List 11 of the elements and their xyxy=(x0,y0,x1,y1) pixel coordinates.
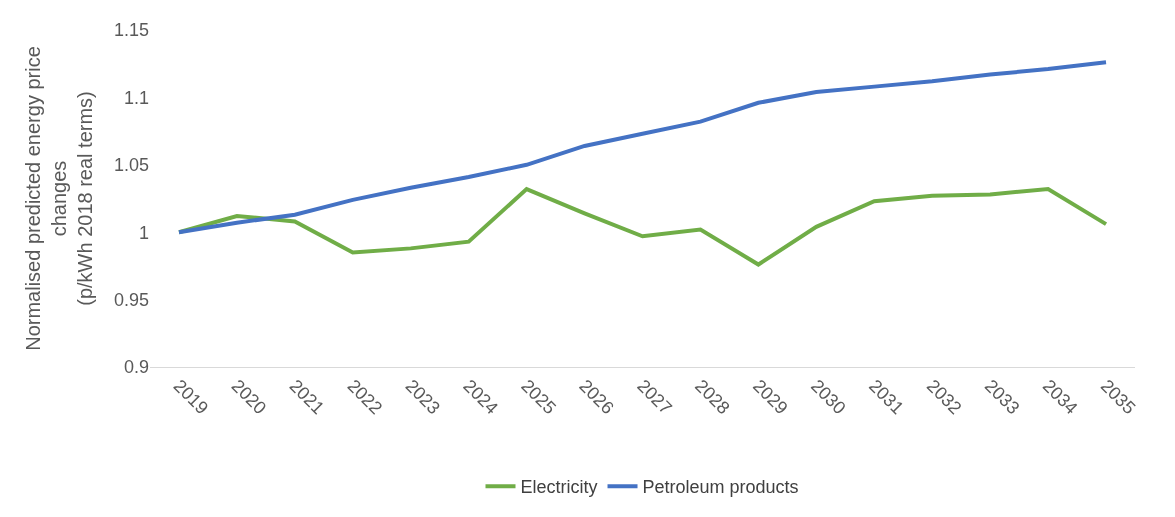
y-tick-label: 1 xyxy=(138,222,149,243)
line-series xyxy=(176,187,1109,267)
y-axis-title: Normalised predicted energy price changes (p/kWh 2018 real terms) xyxy=(22,46,97,351)
y-tick-label: 0.9 xyxy=(123,357,149,378)
y-tick-label: 1.05 xyxy=(113,155,149,176)
y-tick-label: 1.1 xyxy=(123,87,149,108)
legend-label: Electricity xyxy=(520,477,598,498)
line-series xyxy=(176,60,1109,235)
legend-label: Petroleum products xyxy=(642,477,799,498)
y-tick-label: 0.95 xyxy=(113,289,149,310)
y-tick-label: 1.15 xyxy=(113,20,149,41)
